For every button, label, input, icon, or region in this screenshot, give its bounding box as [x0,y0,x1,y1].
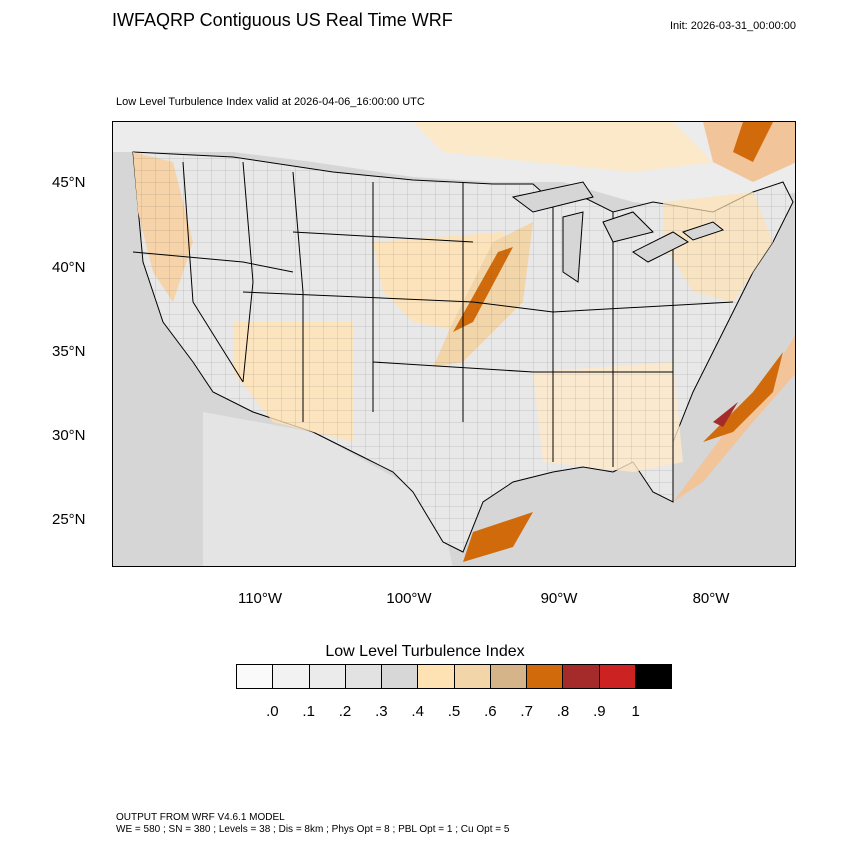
lat-label-45n: 45°N [52,174,86,191]
colorbar-tick-label: .9 [593,703,606,720]
colorbar-tick-label: .0 [266,703,279,720]
init-time-label: Init: 2026-03-31_00:00:00 [670,20,796,32]
colorbar [236,664,672,689]
legend-title: Low Level Turbulence Index [325,643,525,660]
atlantic-hot-band [703,352,783,442]
plot-subtitle: Low Level Turbulence Index valid at 2026… [116,96,425,108]
colorbar-tick-label: .8 [556,703,570,720]
colorbar-box [454,665,491,688]
colorbar-tick-label: .6 [484,703,497,720]
lat-label-30n: 30°N [52,427,86,444]
colorbar-tick-label: .4 [411,703,424,720]
colorbar-box [599,665,636,688]
colorbar-box [382,665,419,688]
lat-label-25n: 25°N [52,511,86,528]
colorbar-tick-label: .3 [375,703,388,720]
colorbar-tick-label: .5 [447,703,461,720]
mexico-region [203,412,453,566]
footer-config-info: WE = 580 ; SN = 380 ; Levels = 38 ; Dis … [116,824,510,835]
footer-model-info: OUTPUT FROM WRF V4.6.1 MODEL [116,812,285,823]
colorbar-box [345,665,382,688]
lat-label-40n: 40°N [52,259,86,276]
state-borders [132,161,734,502]
colorbar-box [527,665,564,688]
colorbar-box [418,665,455,688]
lon-label-90w: 90°W [540,590,578,607]
lat-label-35n: 35°N [52,343,86,360]
colorbar-tick-label: .1 [302,703,315,720]
colorbar-box [635,665,671,688]
colorbar-tick-label: .2 [338,703,352,720]
colorbar-box [490,665,527,688]
gulf-hot-band [463,512,533,562]
northeast-hot-field [733,122,773,162]
great-lakes [511,181,725,283]
lon-label-100w: 100°W [386,590,432,607]
main-title: IWFAQRP Contiguous US Real Time WRF [112,10,453,30]
colorbar-box [563,665,600,688]
colorbar-tick-label: 1 [631,703,640,720]
map-panel [112,121,796,567]
colorbar-box [309,665,346,688]
colorbar-tick-label: .7 [520,703,533,720]
lon-label-80w: 80°W [692,590,730,607]
colorbar-box [273,665,310,688]
atlantic-max-band [713,402,738,427]
lon-label-110w: 110°W [237,590,283,607]
turbulence-map [113,122,795,566]
north-warm-field [413,122,713,172]
colorbar-box [237,665,274,688]
